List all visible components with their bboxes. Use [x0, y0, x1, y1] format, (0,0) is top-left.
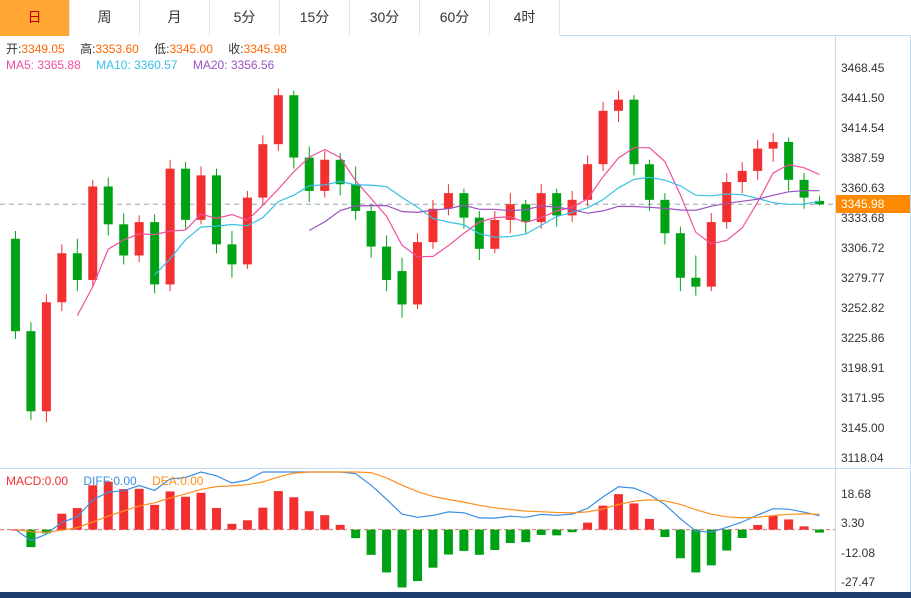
- price-tick: 3145.00: [841, 420, 885, 435]
- tab-15min[interactable]: 15分: [280, 0, 350, 36]
- price-tick: 3118.04: [841, 451, 884, 465]
- macd-tick: -27.47: [841, 575, 876, 589]
- candlestick-chart[interactable]: [0, 36, 911, 468]
- low-label: 低:: [154, 42, 170, 56]
- price-tick: 3360.63: [841, 181, 885, 195]
- open-value: 3349.05: [21, 42, 65, 56]
- current-price-tag: 3345.98: [836, 195, 910, 214]
- price-tick: 3441.50: [841, 90, 885, 105]
- price-tick: 3306.72: [841, 241, 885, 255]
- low-value: 3345.00: [169, 42, 213, 56]
- price-tick: 3252.82: [841, 300, 885, 315]
- price-tick: 3279.77: [841, 270, 885, 285]
- timeframe-toolbar: 日 周 月 5分 15分 30分 60分 4时: [0, 0, 911, 36]
- macd-label: MACD:: [6, 474, 45, 488]
- ma5-label: MA5:: [6, 58, 35, 72]
- chart-area: 开:3349.05 高:3353.60 低:3345.00 收:3345.98 …: [0, 36, 911, 598]
- macd-legend: MACD:0.00 DIFF:0.00 DEA:0.00: [6, 474, 215, 488]
- price-tick: 3198.91: [841, 360, 885, 375]
- tab-4hour[interactable]: 4时: [490, 0, 560, 36]
- price-tick: 3171.95: [841, 390, 885, 405]
- dea-label: DEA:: [152, 474, 181, 488]
- macd-chart[interactable]: [0, 469, 911, 592]
- tab-month[interactable]: 月: [140, 0, 210, 36]
- price-tick: 3333.68: [841, 210, 885, 225]
- tab-5min[interactable]: 5分: [210, 0, 280, 36]
- tab-week[interactable]: 周: [70, 0, 140, 36]
- macd-tick: 3.30: [841, 516, 865, 531]
- ohlc-legend: 开:3349.05 高:3353.60 低:3345.00 收:3345.98: [6, 40, 299, 57]
- dea-value: 0.00: [180, 474, 204, 488]
- diff-label: DIFF:: [83, 474, 114, 488]
- axis-separator: [835, 36, 836, 592]
- bottom-border-bar: [0, 592, 911, 598]
- ma5-value: 3365.88: [37, 58, 81, 72]
- price-tick: 3225.86: [841, 330, 885, 345]
- macd-tick: -12.08: [841, 545, 876, 560]
- ma20-value: 3356.56: [230, 58, 275, 72]
- high-value: 3353.60: [95, 42, 139, 56]
- close-label: 收:: [228, 42, 244, 56]
- tab-day[interactable]: 日: [0, 0, 70, 36]
- diff-value: 0.00: [113, 474, 137, 488]
- close-value: 3345.98: [243, 42, 287, 56]
- high-label: 高:: [80, 42, 96, 56]
- ma-legend: MA5: 3365.88 MA10: 3360.57 MA20: 3356.56: [6, 58, 286, 72]
- price-tick: 3387.59: [841, 150, 885, 165]
- main-chart-pane[interactable]: 开:3349.05 高:3353.60 低:3345.00 收:3345.98 …: [0, 36, 911, 468]
- tab-60min[interactable]: 60分: [420, 0, 490, 36]
- ma20-label: MA20:: [192, 58, 228, 72]
- pane-divider: [0, 468, 911, 469]
- macd-pane[interactable]: MACD:0.00 DIFF:0.00 DEA:0.00 18.68 3.30 -1…: [0, 469, 911, 592]
- price-tick: 3468.45: [841, 61, 885, 75]
- price-tick: 3414.54: [841, 121, 885, 135]
- macd-value: 0.00: [44, 474, 69, 488]
- tab-30min[interactable]: 30分: [350, 0, 420, 36]
- ma10-value: 3360.57: [134, 58, 178, 72]
- open-label: 开:: [6, 42, 22, 56]
- ma10-label: MA10:: [96, 58, 131, 72]
- macd-tick: 18.68: [841, 487, 872, 501]
